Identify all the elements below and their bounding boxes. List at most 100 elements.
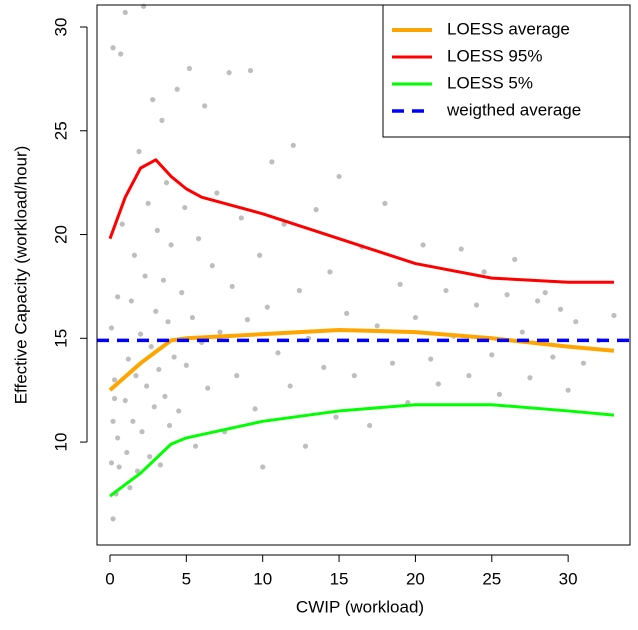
point [110,418,116,424]
point [238,215,244,221]
point [296,287,302,294]
point [302,443,309,449]
point [108,325,115,331]
point [234,373,240,379]
point [257,252,263,258]
point [157,462,163,468]
legend-label: weigthed average [446,100,581,119]
point [115,294,121,300]
point [110,516,116,522]
loess-line [109,403,615,498]
point [229,283,235,290]
point [205,385,211,391]
point [160,277,167,283]
point [264,304,270,310]
point [382,200,388,207]
point [344,310,350,316]
x-tick-label: 15 [330,569,349,588]
point [189,314,196,321]
point [192,443,199,449]
point [124,449,130,456]
point [166,422,173,429]
point [420,242,426,248]
point [504,292,510,298]
point [111,377,118,383]
y-axis-label: Effective Capacity (workload/hour) [11,146,30,405]
point [133,373,139,379]
point [176,408,182,414]
point [290,142,296,148]
point [244,317,251,323]
point [247,67,254,74]
point [458,246,464,252]
point [519,329,525,335]
point [565,387,571,393]
point [131,252,138,258]
point [110,45,116,51]
x-tick-label: 0 [105,569,114,588]
point [217,329,223,335]
point [313,207,319,213]
point [156,366,162,373]
point [165,319,171,325]
point [140,3,147,9]
x-tick-label: 5 [182,569,191,588]
point [151,404,157,410]
point [557,306,564,312]
point [119,221,125,227]
point [145,200,151,207]
point [535,298,541,304]
x-tick-label: 20 [406,569,425,588]
point [148,343,154,350]
point [122,397,128,404]
point [412,314,419,321]
point [496,391,503,397]
legend-box [382,4,631,138]
point [202,103,208,109]
point [130,418,136,424]
point [111,395,118,402]
point [252,406,258,412]
point [336,173,342,180]
point [159,117,165,123]
point [118,51,124,57]
point [162,393,168,400]
point [209,263,215,269]
point [428,356,434,362]
point [397,281,403,287]
point [527,375,533,381]
legend-label: LOESS average [447,19,570,38]
point [443,287,449,294]
loess-line [108,327,615,392]
point [136,148,142,155]
x-tick-label: 25 [482,569,501,588]
point [573,319,579,325]
point [116,464,122,470]
point [179,290,185,296]
point [139,429,145,435]
point [108,460,115,466]
legend-label: LOESS 95% [447,46,542,65]
point [128,298,134,304]
y-tick-label: 10 [51,433,70,452]
point [174,86,180,92]
point [127,485,133,491]
x-tick-label: 30 [559,569,578,588]
point [182,204,188,211]
point [333,414,339,420]
point [281,221,287,227]
point [163,180,170,186]
point [154,227,160,233]
point [269,159,275,165]
point [186,65,192,72]
point [367,422,373,429]
point [389,360,396,366]
point [183,362,189,368]
x-axis-label: CWIP (workload) [296,597,424,616]
y-tick-label: 20 [51,225,70,244]
point [226,70,232,76]
point [321,364,327,370]
point [153,308,159,314]
point [466,373,472,379]
